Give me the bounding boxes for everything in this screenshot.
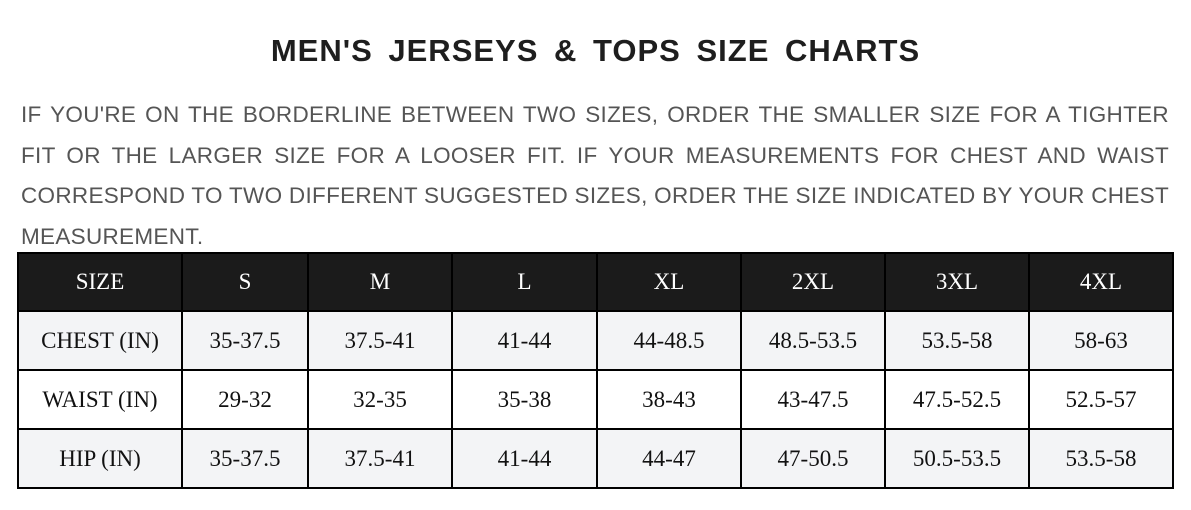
table-cell: 41-44: [451, 310, 598, 371]
table-cell: 50.5-53.5: [884, 428, 1030, 489]
size-advice-text: IF YOU'RE ON THE BORDERLINE BETWEEN TWO …: [21, 102, 1169, 249]
header-cell-size: SIZE: [17, 252, 183, 312]
table-cell: 44-47: [596, 428, 742, 489]
table-row-waist: WAIST (IN) 29-32 32-35 35-38 38-43 43-47…: [17, 369, 1174, 430]
table-cell: 52.5-57: [1028, 369, 1174, 430]
header-cell-m: M: [307, 252, 453, 312]
table-cell: 38-43: [596, 369, 742, 430]
table-cell: 41-44: [451, 428, 598, 489]
table-cell: 53.5-58: [884, 310, 1030, 371]
table-cell: 47-50.5: [740, 428, 886, 489]
table-cell: 32-35: [307, 369, 453, 430]
table-row-chest: CHEST (IN) 35-37.5 37.5-41 41-44 44-48.5…: [17, 310, 1174, 371]
table-cell: 48.5-53.5: [740, 310, 886, 371]
header-cell-3xl: 3XL: [884, 252, 1030, 312]
table-cell: 35-37.5: [181, 310, 309, 371]
table-cell: 37.5-41: [307, 310, 453, 371]
table-cell: 37.5-41: [307, 428, 453, 489]
size-chart-table: SIZE S M L XL 2XL 3XL 4XL CHEST (IN) 35-…: [17, 252, 1174, 489]
header-cell-xl: XL: [596, 252, 742, 312]
header-cell-s: S: [181, 252, 309, 312]
header-row: SIZE S M L XL 2XL 3XL 4XL: [17, 252, 1174, 312]
table-cell: 47.5-52.5: [884, 369, 1030, 430]
table-cell: 43-47.5: [740, 369, 886, 430]
table-cell: 35-37.5: [181, 428, 309, 489]
table-row-hip: HIP (IN) 35-37.5 37.5-41 41-44 44-47 47-…: [17, 428, 1174, 489]
header-cell-l: L: [451, 252, 598, 312]
table-cell: 44-48.5: [596, 310, 742, 371]
header-cell-2xl: 2XL: [740, 252, 886, 312]
header-cell-4xl: 4XL: [1028, 252, 1174, 312]
page-title: MEN'S JERSEYS & TOPS SIZE CHARTS: [270, 33, 921, 68]
table-cell: 58-63: [1028, 310, 1174, 371]
row-label: WAIST (IN): [17, 369, 183, 430]
table-cell: 53.5-58: [1028, 428, 1174, 489]
table-cell: 35-38: [451, 369, 598, 430]
table-cell: 29-32: [181, 369, 309, 430]
row-label: HIP (IN): [17, 428, 183, 489]
row-label: CHEST (IN): [17, 310, 183, 371]
